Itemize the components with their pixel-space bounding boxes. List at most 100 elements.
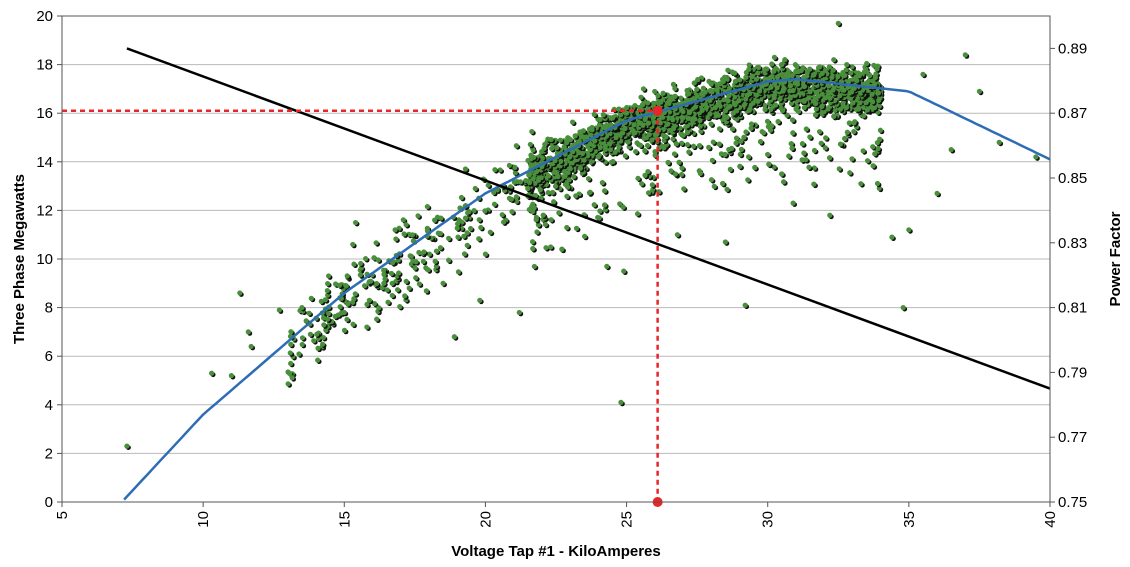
scatter-point <box>600 112 606 118</box>
scatter-point <box>765 151 771 158</box>
scatter-point <box>539 155 546 161</box>
scatter-point <box>787 95 793 101</box>
scatter-point <box>633 148 639 155</box>
scatter-point <box>679 140 685 146</box>
scatter-point <box>860 148 866 154</box>
scatter-point <box>658 99 664 105</box>
scatter-point <box>731 94 738 100</box>
scatter-point <box>818 140 824 146</box>
scatter-point <box>788 83 794 89</box>
scatter-point <box>771 54 778 60</box>
scatter-point <box>652 148 658 155</box>
scatter-point <box>555 174 561 180</box>
scatter-point <box>661 145 667 151</box>
scatter-point <box>709 157 715 163</box>
scatter-point <box>552 183 559 189</box>
scatter-point <box>822 95 829 101</box>
scatter-point <box>811 165 817 171</box>
scatter-point <box>541 145 547 151</box>
scatter-point <box>870 144 876 150</box>
scatter-point <box>857 100 863 106</box>
scatter-point <box>780 107 786 114</box>
grid <box>62 64 1050 454</box>
scatter-point <box>801 98 807 104</box>
scatter-point <box>649 182 655 188</box>
scatter-point <box>550 189 556 196</box>
scatter-point <box>691 80 697 86</box>
scatter-point <box>721 97 727 103</box>
scatter-point <box>745 177 751 183</box>
scatter-point <box>533 169 540 175</box>
scatter-point <box>620 130 626 136</box>
scatter-point <box>545 190 551 196</box>
scatter-point <box>851 128 857 135</box>
scatter-point <box>644 142 651 149</box>
scatter-point <box>847 170 853 176</box>
scatter-point <box>877 127 884 133</box>
scatter-point <box>542 141 548 147</box>
scatter-point <box>836 166 842 172</box>
scatter-point <box>596 215 602 221</box>
scatter-point <box>617 201 623 207</box>
scatter-point <box>672 171 678 177</box>
scatter-point <box>569 119 576 125</box>
scatter-point <box>782 57 788 63</box>
scatter-point <box>779 171 785 177</box>
scatter-point <box>712 105 718 111</box>
scatter-point <box>807 134 813 140</box>
scatter-point <box>737 77 743 83</box>
scatter-point <box>790 117 796 123</box>
scatter-point <box>585 176 592 182</box>
scatter-point <box>780 88 786 94</box>
scatter-point <box>738 138 744 144</box>
scatter-point <box>672 85 678 91</box>
scatter-point <box>821 109 827 115</box>
scatter-point <box>768 84 774 90</box>
scatter-point <box>752 164 758 171</box>
scatter-point <box>722 108 729 114</box>
scatter-point <box>591 111 597 117</box>
scatter-point <box>697 123 703 129</box>
scatter-point <box>670 81 677 87</box>
scatter-point <box>646 132 652 138</box>
scatter-point <box>684 142 691 148</box>
scatter-point <box>734 116 740 122</box>
scatter-point <box>874 140 880 146</box>
scatter-point <box>561 168 567 175</box>
scatter-point <box>671 151 678 157</box>
scatter-point <box>663 134 669 140</box>
scatter-point <box>645 168 651 175</box>
scatter-point <box>874 180 881 187</box>
scatter-point <box>706 144 712 150</box>
scatter-point <box>825 106 831 112</box>
scatter-point <box>799 141 806 147</box>
scatter-point <box>743 96 749 102</box>
scatter-point <box>762 102 768 108</box>
scatter-point <box>606 141 613 147</box>
scatter-point <box>827 155 833 161</box>
scatter-point <box>548 136 554 143</box>
scatter-point <box>694 86 700 92</box>
scatter-point <box>680 132 686 138</box>
scatter-point <box>748 121 755 127</box>
scatter-point <box>860 113 867 119</box>
scatter-point <box>720 78 726 85</box>
scatter-point <box>537 187 543 193</box>
scatter-point <box>564 224 570 231</box>
scatter-point <box>530 246 536 252</box>
scatter-point <box>597 145 603 151</box>
scatter-point <box>826 83 832 89</box>
scatter-point <box>867 72 873 79</box>
scatter-point <box>559 246 565 252</box>
scatter-point <box>676 159 682 165</box>
scatter-point <box>872 104 878 111</box>
scatter-point <box>819 91 825 97</box>
scatter-point <box>856 73 862 79</box>
scatter-point <box>645 190 652 196</box>
scatter-point <box>746 154 752 160</box>
scatter-point <box>847 95 854 102</box>
scatter-point <box>875 146 881 152</box>
scatter-point <box>807 66 813 72</box>
scatter-point <box>722 151 728 158</box>
scatter-point <box>534 229 540 235</box>
